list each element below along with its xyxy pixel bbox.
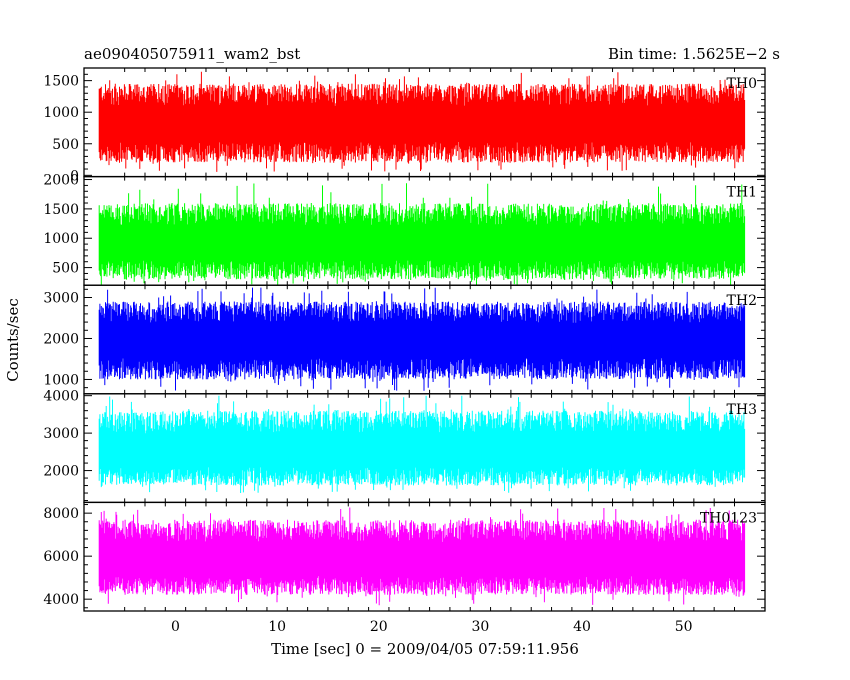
panel-label-th1: TH1 xyxy=(727,185,757,201)
y-tick-label: 2000 xyxy=(43,331,79,347)
series-th1 xyxy=(98,183,746,285)
series-th3 xyxy=(98,395,746,493)
y-tick-label: 1000 xyxy=(43,231,79,247)
panel-label-th0123: TH0123 xyxy=(700,510,757,526)
series-th0 xyxy=(98,71,746,172)
x-tick-label: 20 xyxy=(370,619,388,635)
y-axis-label: Counts/sec xyxy=(4,298,22,382)
x-tick-label: 50 xyxy=(675,619,693,635)
chart-title-left: ae090405075911_wam2_bst xyxy=(84,45,300,63)
chart-title-right: Bin time: 1.5625E−2 s xyxy=(608,45,780,63)
y-tick-label: 2000 xyxy=(43,173,79,189)
y-tick-label: 0 xyxy=(70,168,79,184)
y-tick-label: 500 xyxy=(52,137,79,153)
y-tick-label: 1500 xyxy=(43,74,79,90)
y-tick-label: 1000 xyxy=(43,372,79,388)
y-tick-label: 3000 xyxy=(43,426,79,442)
x-tick-label: 40 xyxy=(573,619,591,635)
x-tick-label: 30 xyxy=(471,619,489,635)
y-tick-label: 6000 xyxy=(43,549,79,565)
panel-label-th2: TH2 xyxy=(727,293,757,309)
y-tick-label: 3000 xyxy=(43,290,79,306)
panel-frame-th0123 xyxy=(83,501,766,612)
panel-label-th3: TH3 xyxy=(727,402,757,418)
series-th2 xyxy=(98,287,746,391)
panel-label-th0: TH0 xyxy=(727,76,757,92)
y-tick-label: 8000 xyxy=(43,506,79,522)
y-tick-label: 4000 xyxy=(43,389,79,405)
x-tick-label: 0 xyxy=(171,619,180,635)
x-axis-label: Time [sec] 0 = 2009/04/05 07:59:11.956 xyxy=(271,640,579,658)
y-tick-label: 4000 xyxy=(43,592,79,608)
y-tick-label: 2000 xyxy=(43,464,79,480)
y-tick-label: 1000 xyxy=(43,105,79,121)
x-tick-label: 10 xyxy=(268,619,286,635)
y-tick-label: 500 xyxy=(52,261,79,277)
series-th0123 xyxy=(98,507,746,606)
y-tick-label: 1500 xyxy=(43,202,79,218)
